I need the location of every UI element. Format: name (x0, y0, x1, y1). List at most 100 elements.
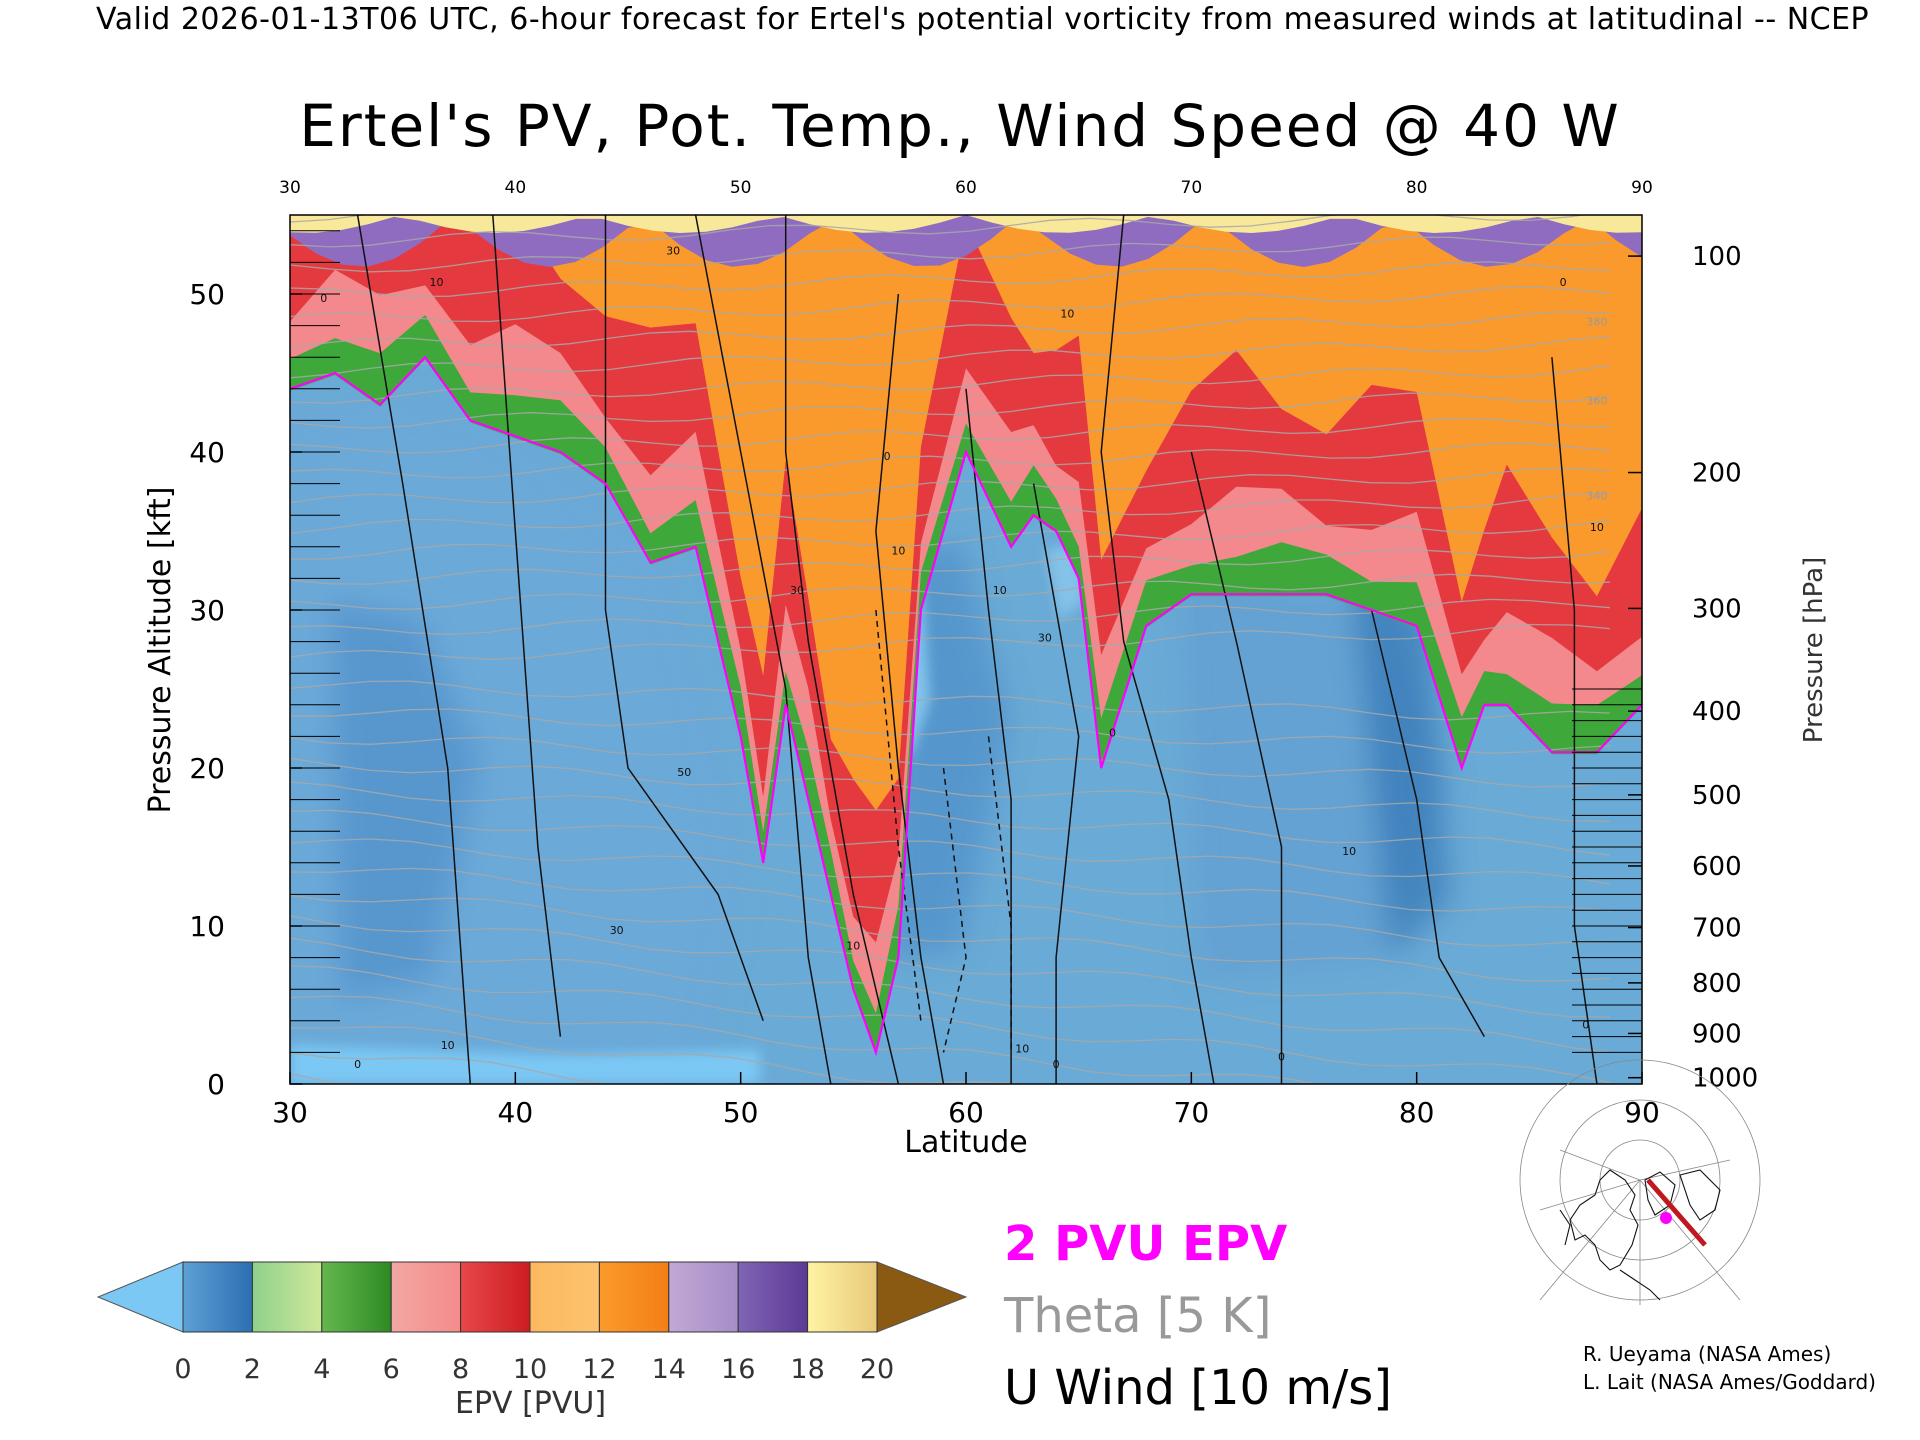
theta-contour-line (290, 236, 1611, 273)
pressure-tick-label: 500 (1692, 781, 1742, 811)
colorbar-band (598, 1261, 670, 1333)
y-axis-left: 0 10 20 30 40 50 (189, 230, 340, 1101)
u-wind-labels: 0 10 30 10 0 0 30 10 10 30 10 50 0 30 10 10 10 0 10 0 0 0 360 3… (320, 245, 1607, 1072)
theta-contour-line (290, 336, 1611, 379)
u-wind-contour-label: 10 (1015, 1042, 1029, 1055)
colorbar-tick-label: 8 (452, 1354, 469, 1385)
pressure-tick-label: 800 (1692, 969, 1742, 999)
y-tick-label: 40 (189, 436, 225, 469)
valid-caption: Valid 2026-01-13T06 UTC, 6-hour forecast… (96, 2, 1870, 37)
u-wind-contour-line (875, 293, 945, 1084)
x-tick-label: 60 (948, 1096, 984, 1129)
theta-contour-line (290, 261, 1611, 298)
theta-contour-line (290, 623, 1611, 660)
colorbar-tick-label: 6 (383, 1354, 400, 1385)
x-axis-top: 30 40 50 60 70 80 90 (279, 178, 1653, 198)
u-wind-contour-label: 0 (1109, 726, 1116, 739)
theta-contour-line (290, 867, 1611, 947)
credit-line-1: R. Ueyama (NASA Ames) (1583, 1342, 1832, 1366)
colorbar-band (668, 1261, 739, 1333)
theta-contour-line (290, 937, 1611, 1054)
colorbar-band (321, 1261, 392, 1333)
u-wind-contour-label: 30 (666, 245, 680, 258)
x-tick-label: 50 (723, 1096, 759, 1129)
u-wind-contour-line (1370, 609, 1485, 1037)
colorbar-band (737, 1261, 809, 1333)
u-wind-contour-label: 50 (677, 766, 691, 779)
theta-contour-line (290, 995, 1319, 1084)
colorbar-tick-label: 18 (790, 1354, 824, 1385)
u-wind-contour-label: 30 (1038, 632, 1052, 645)
x-tick-label: 30 (272, 1096, 308, 1129)
u-wind-contour-label: 30 (610, 924, 624, 937)
u-wind-negative-contour-line (875, 609, 922, 1021)
theta-contour-line (290, 1026, 1022, 1084)
x-tick-label: 80 (1399, 1096, 1435, 1129)
u-wind-contour-label: 10 (430, 276, 444, 289)
legend-u-wind-label: U Wind [10 m/s] (1004, 1360, 1393, 1416)
theta-contour-line (290, 680, 1611, 721)
theta-contour-line (290, 311, 1611, 349)
u-wind-contour-label: 10 (1060, 308, 1074, 321)
y-tick-label: 30 (189, 594, 225, 627)
pressure-tick-label: 600 (1692, 852, 1742, 882)
theta-contour-line (290, 1052, 606, 1084)
colorbar-under-triangle (96, 1261, 184, 1333)
x-top-tick-label: 80 (1406, 178, 1428, 198)
theta-contour-line (290, 781, 1611, 856)
pressure-tick-label: 200 (1692, 459, 1742, 489)
colorbar-tick-label: 0 (174, 1354, 191, 1385)
theta-contour-line (290, 757, 1611, 822)
y-axis-title: Pressure Altitude [kft] (143, 487, 178, 814)
colorbar-tick-label: 12 (582, 1354, 616, 1385)
u-wind-negative-contour-line (942, 767, 967, 1053)
x-axis-title: Latitude (904, 1125, 1027, 1160)
colorbar-band (182, 1261, 253, 1333)
legend-pv-label: 2 PVU EPV (1004, 1216, 1288, 1272)
u-wind-contour-label: 0 (1053, 1058, 1060, 1071)
u-wind-negative-contour-line (987, 736, 1012, 1053)
y-tick-label: 0 (207, 1068, 225, 1101)
u-wind-contour-label: 0 (1278, 1050, 1285, 1063)
u-wind-contour-line (356, 215, 472, 1084)
theta-contour-line (290, 573, 1611, 610)
colorbar-band (529, 1261, 600, 1333)
pressure-tick-label: 1000 (1692, 1064, 1758, 1094)
u-wind-contour-label: 10 (846, 940, 860, 953)
x-top-tick-label: 60 (955, 178, 977, 198)
theta-contour-line (290, 598, 1611, 636)
x-top-tick-label: 90 (1631, 178, 1653, 198)
u-wind-contour-label: 0 (1582, 1019, 1589, 1032)
theta-contour-line (290, 467, 1611, 504)
pressure-tick-label: 100 (1692, 242, 1742, 272)
u-wind-contour-line (1190, 451, 1283, 1084)
theta-contour-label: 380 (1586, 316, 1607, 329)
pv2-contour (290, 355, 1642, 1057)
u-wind-contour-label: 0 (1560, 276, 1567, 289)
pressure-tick-label: 700 (1692, 914, 1742, 944)
u-wind-contour-line (694, 215, 832, 1084)
theta-contour-line (290, 736, 1611, 788)
theta-contour-label: 340 (1586, 489, 1607, 502)
x-axis-bottom: 30 40 50 60 70 80 90 (272, 1072, 1660, 1129)
x-top-tick-label: 30 (279, 178, 301, 198)
colorbar-band (390, 1261, 462, 1333)
u-wind-contour-label: 10 (993, 584, 1007, 597)
colorbar-band (807, 1261, 878, 1333)
colorbar-band (251, 1261, 323, 1333)
pressure-tick-label: 900 (1692, 1019, 1742, 1049)
u-wind-contour-line (604, 215, 764, 1022)
y-tick-label: 10 (189, 910, 225, 943)
credit-line-2: L. Lait (NASA Ames/Goddard) (1583, 1370, 1876, 1394)
u-wind-contour-line (1032, 483, 1080, 1084)
y2-axis-title: Pressure [hPa] (1799, 557, 1829, 744)
theta-contour-line (290, 915, 1611, 1018)
map-inset (1519, 1059, 1761, 1305)
axis-titles: Latitude Pressure Altitude [kft] Pressure … (143, 487, 1829, 1160)
theta-contour-line (290, 364, 1611, 404)
u-wind-contour-line (965, 388, 1012, 1084)
theta-contour-line (290, 215, 1587, 248)
